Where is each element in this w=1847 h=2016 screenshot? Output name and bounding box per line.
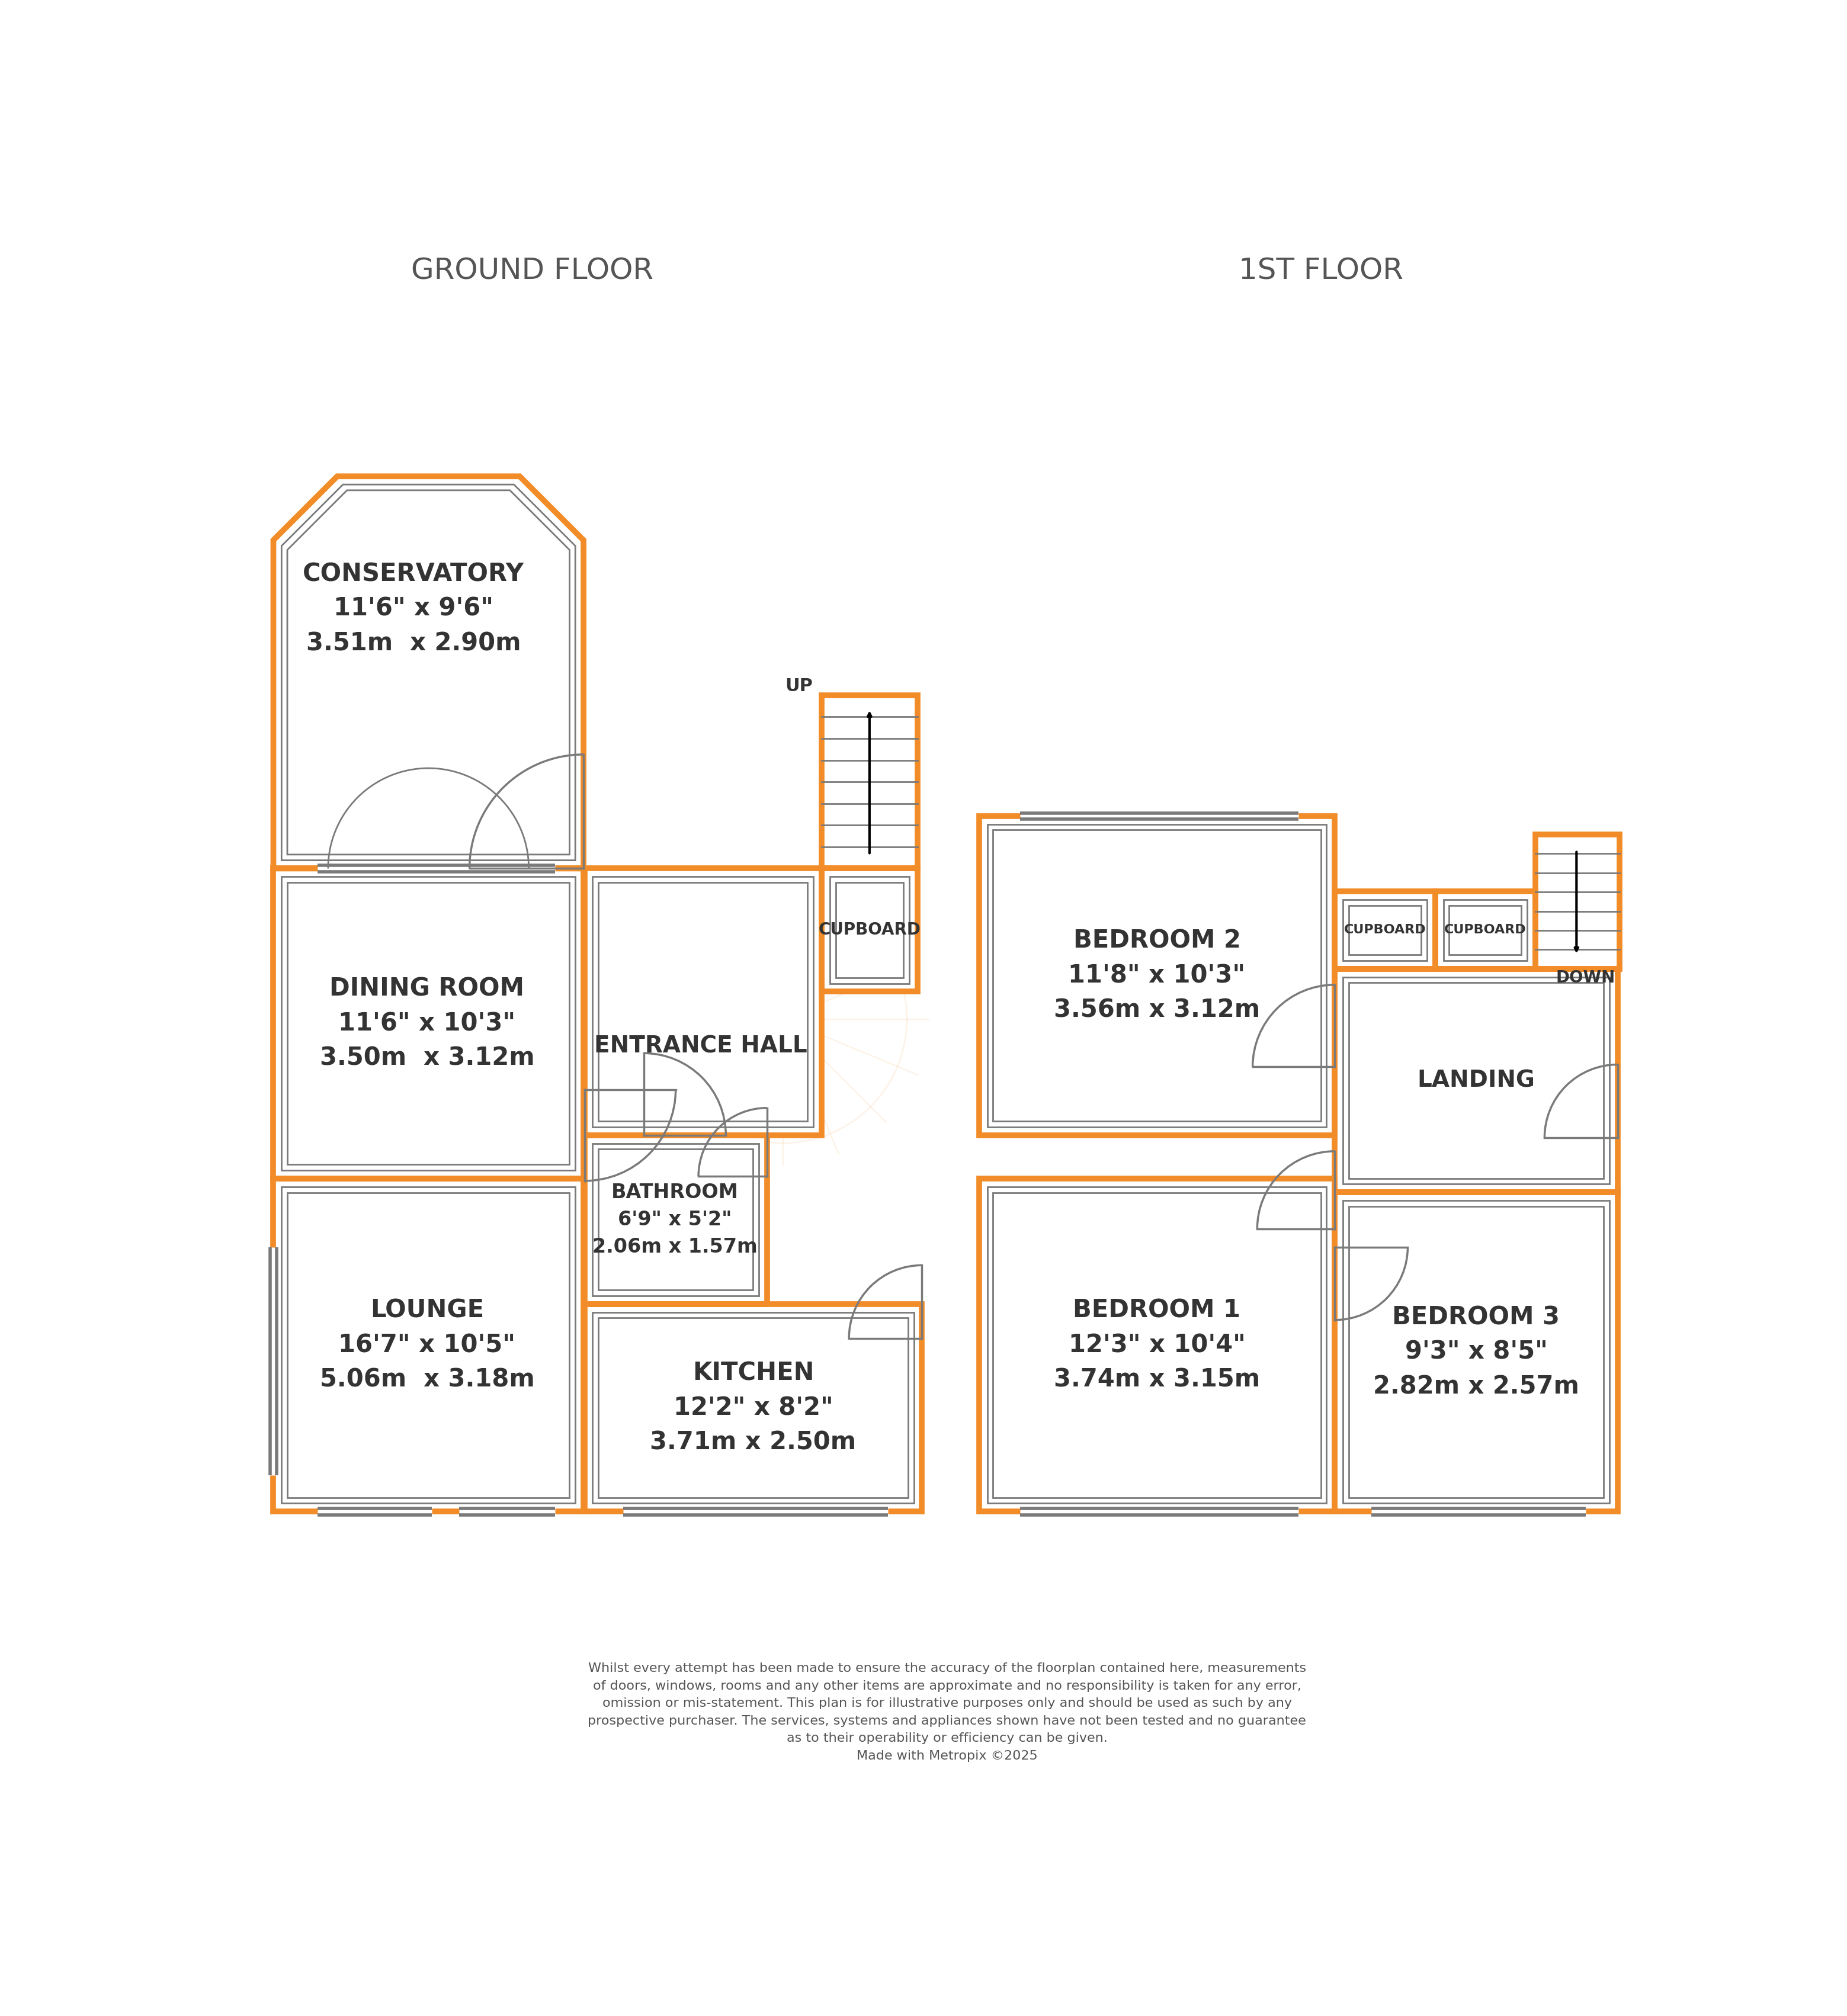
Text: DOWN: DOWN bbox=[1555, 970, 1616, 986]
Polygon shape bbox=[273, 476, 584, 869]
Bar bbox=[598, 883, 807, 1121]
Text: BEDROOM 3
9'3" x 8'5"
2.82m x 2.57m: BEDROOM 3 9'3" x 8'5" 2.82m x 2.57m bbox=[1372, 1304, 1579, 1399]
Bar bbox=[584, 1135, 767, 1304]
Bar bbox=[1343, 899, 1428, 960]
Text: BEDROOM 1
12'3" x 10'4"
3.74m x 3.15m: BEDROOM 1 12'3" x 10'4" 3.74m x 3.15m bbox=[1055, 1298, 1260, 1393]
Bar bbox=[994, 831, 1321, 1121]
Bar bbox=[1435, 891, 1535, 970]
Bar bbox=[979, 1179, 1335, 1512]
Bar bbox=[584, 1304, 922, 1512]
Bar bbox=[822, 869, 918, 992]
Bar bbox=[593, 1143, 759, 1296]
Bar bbox=[598, 1318, 909, 1498]
Text: CONSERVATORY
11'6" x 9'6"
3.51m  x 2.90m: CONSERVATORY 11'6" x 9'6" 3.51m x 2.90m bbox=[303, 562, 525, 655]
Bar bbox=[281, 877, 574, 1171]
Text: Whilst every attempt has been made to ensure the accuracy of the floorplan conta: Whilst every attempt has been made to en… bbox=[587, 1663, 1306, 1762]
Bar bbox=[1535, 835, 1620, 970]
Bar bbox=[1348, 982, 1603, 1177]
Bar bbox=[593, 1312, 914, 1504]
Text: BEDROOM 2
11'8" x 10'3"
3.56m x 3.12m: BEDROOM 2 11'8" x 10'3" 3.56m x 3.12m bbox=[1055, 929, 1260, 1022]
Text: CUPBOARD: CUPBOARD bbox=[1444, 923, 1526, 935]
Bar bbox=[979, 1179, 1335, 1512]
Text: UP: UP bbox=[785, 677, 813, 696]
Bar bbox=[273, 1179, 584, 1512]
Bar bbox=[288, 883, 569, 1165]
Bar bbox=[835, 883, 903, 978]
Text: KITCHEN
12'2" x 8'2"
3.71m x 2.50m: KITCHEN 12'2" x 8'2" 3.71m x 2.50m bbox=[650, 1361, 857, 1456]
Bar bbox=[1450, 905, 1522, 956]
Bar bbox=[273, 1179, 584, 1512]
Bar bbox=[1335, 1191, 1618, 1512]
Bar bbox=[1335, 970, 1618, 1191]
Bar bbox=[1348, 905, 1420, 956]
Bar bbox=[986, 825, 1326, 1127]
Bar bbox=[1335, 1191, 1618, 1512]
Bar bbox=[1348, 1206, 1603, 1498]
Bar bbox=[979, 816, 1335, 1135]
Bar bbox=[822, 696, 918, 869]
Bar bbox=[822, 869, 918, 992]
Bar bbox=[598, 1149, 754, 1290]
Bar bbox=[1343, 978, 1609, 1183]
Bar bbox=[273, 869, 584, 1179]
Bar bbox=[1335, 970, 1618, 1191]
Bar bbox=[1343, 1200, 1609, 1504]
Bar bbox=[288, 1193, 569, 1498]
Text: CUPBOARD: CUPBOARD bbox=[1345, 923, 1426, 935]
Bar bbox=[584, 1304, 922, 1512]
Bar bbox=[584, 1135, 767, 1304]
Bar bbox=[281, 1187, 574, 1504]
Bar bbox=[1335, 891, 1435, 970]
Bar bbox=[994, 1193, 1321, 1498]
Bar bbox=[1435, 891, 1535, 970]
Bar bbox=[273, 869, 584, 1179]
Text: CUPBOARD: CUPBOARD bbox=[818, 921, 920, 937]
Bar bbox=[986, 1187, 1326, 1504]
Bar bbox=[584, 869, 822, 1135]
Bar bbox=[584, 869, 822, 1135]
Bar bbox=[593, 877, 813, 1127]
Bar bbox=[1443, 899, 1527, 960]
Text: GROUND FLOOR: GROUND FLOOR bbox=[410, 256, 654, 286]
Bar bbox=[829, 877, 909, 984]
Text: BATHROOM
6'9" x 5'2"
2.06m x 1.57m: BATHROOM 6'9" x 5'2" 2.06m x 1.57m bbox=[593, 1183, 757, 1256]
Text: LANDING: LANDING bbox=[1417, 1068, 1535, 1093]
Text: DINING ROOM
11'6" x 10'3"
3.50m  x 3.12m: DINING ROOM 11'6" x 10'3" 3.50m x 3.12m bbox=[320, 976, 534, 1070]
Text: ENTRANCE HALL: ENTRANCE HALL bbox=[595, 1034, 807, 1058]
Text: LOUNGE
16'7" x 10'5"
5.06m  x 3.18m: LOUNGE 16'7" x 10'5" 5.06m x 3.18m bbox=[320, 1298, 534, 1393]
Bar bbox=[1335, 891, 1435, 970]
Bar bbox=[979, 816, 1335, 1135]
Text: 1ST FLOOR: 1ST FLOOR bbox=[1239, 256, 1404, 286]
